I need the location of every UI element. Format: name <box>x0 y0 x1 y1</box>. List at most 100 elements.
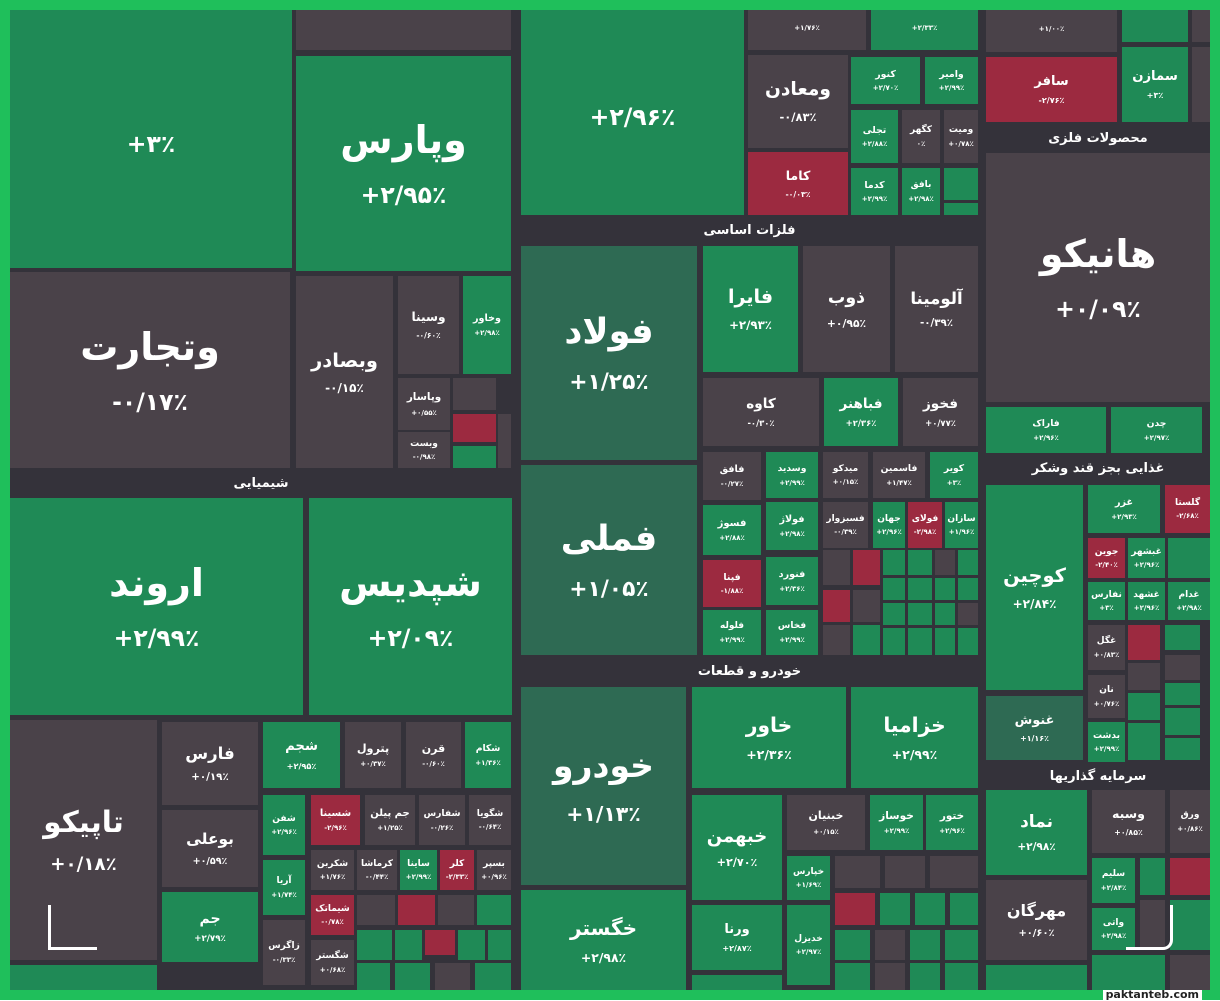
stock-change: +۲/۹۹٪ <box>883 827 910 836</box>
stock-change: +۲/۹۸٪ <box>779 529 805 538</box>
stock-tile <box>853 625 880 655</box>
stock-name: فولای <box>911 513 939 524</box>
stock-name: فافق <box>719 464 745 476</box>
stock-tile <box>458 930 485 960</box>
stock-change: +۰/۷۷٪ <box>925 418 956 429</box>
stock-name: خبنیان <box>808 809 844 823</box>
stock-name: فاراک <box>1032 418 1060 430</box>
stock-tile <box>1165 625 1200 650</box>
stock-name: وبصادر <box>311 348 378 372</box>
stock-tile <box>1128 625 1160 660</box>
stock-tile <box>488 930 511 960</box>
stock-change: +۲/۹۷٪ <box>1143 433 1170 442</box>
stock-tile: وتجارت -۰/۱۷٪ <box>10 272 290 468</box>
stock-change: +۲/۷۰٪ <box>716 856 758 869</box>
stock-tile: فولاد +۱/۲۵٪ <box>521 246 697 460</box>
stock-name: غزر <box>1114 497 1134 509</box>
stock-tile: فملی +۱/۰۵٪ <box>521 465 697 655</box>
stock-tile: اروند +۲/۹۹٪ <box>10 498 303 715</box>
stock-name: خوساز <box>879 809 914 822</box>
stock-tile: کوچین +۲/۸۴٪ <box>986 485 1083 690</box>
stock-name: زاگرس <box>268 941 300 952</box>
stock-tile: فلوله +۲/۹۹٪ <box>703 610 761 655</box>
stock-tile <box>398 895 435 925</box>
stock-change: +۳٪ <box>1099 604 1114 613</box>
stock-tile <box>853 590 880 622</box>
stock-tile: ذوب +۰/۹۵٪ <box>803 246 890 372</box>
stock-name: شکام <box>475 743 501 755</box>
stock-tile <box>883 578 905 600</box>
stock-name: شگویا <box>476 808 504 819</box>
stock-change: +۱/۳۶٪ <box>475 758 501 767</box>
stock-name: فخاس <box>777 621 807 632</box>
stock-tile <box>908 578 932 600</box>
stock-tile: وخاور +۲/۹۸٪ <box>463 276 511 374</box>
stock-tile: فاسمین +۱/۴۷٪ <box>873 452 925 498</box>
stock-tile <box>1165 683 1200 705</box>
stock-change: -۰/۶۰٪ <box>422 760 445 769</box>
stock-change: +۰/۸۶٪ <box>1177 824 1203 833</box>
stock-name: جم پیلن <box>370 808 410 819</box>
stock-change: +۱/۷۶٪ <box>794 23 820 32</box>
stock-tile: ورق +۰/۸۶٪ <box>1170 790 1210 853</box>
stock-tile <box>945 930 978 960</box>
stock-name: چدن <box>1146 418 1167 430</box>
stock-tile: ومیت +۰/۷۸٪ <box>944 110 978 163</box>
stock-change: +۲/۷۰٪ <box>872 84 899 93</box>
stock-name: بسپر <box>483 858 505 869</box>
stock-tile: شگویا -۰/۶۴٪ <box>469 795 511 845</box>
stock-change: +۲/۹۸٪ <box>908 194 934 203</box>
stock-tile: زاگرس -۰/۳۳٪ <box>263 920 305 985</box>
stock-name: شکربن <box>316 858 349 869</box>
stock-tile <box>958 578 978 600</box>
stock-change: +۲/۹۶٪ <box>271 828 297 837</box>
stock-name: شجم <box>285 739 318 755</box>
stock-name: شیماتک <box>315 903 350 914</box>
stock-change: +۲/۸۴٪ <box>1100 883 1127 892</box>
stock-name: شسینا <box>319 808 352 820</box>
stock-name: فایرا <box>727 286 774 309</box>
stock-tile: کاما -۰/۰۳٪ <box>748 152 848 215</box>
stock-tile: وسدید +۲/۹۹٪ <box>766 452 818 498</box>
stock-tile <box>823 625 850 655</box>
stock-change: +۰/۶۰٪ <box>1018 928 1055 939</box>
stock-tile: شفن +۲/۹۶٪ <box>263 795 305 855</box>
stock-tile <box>453 414 496 442</box>
stock-name: آلومینا <box>910 289 963 309</box>
stock-change: +۲/۹۹٪ <box>405 873 432 882</box>
stock-name: شفارس <box>423 808 461 820</box>
stock-tile <box>1092 955 1165 990</box>
sector-header: شیمیایی <box>233 476 289 491</box>
stock-name: گلستا <box>1174 497 1201 508</box>
stock-change: +۲/۹۹٪ <box>779 478 805 487</box>
stock-tile: شکام +۱/۳۶٪ <box>465 722 511 788</box>
stock-tile: وسبه +۰/۸۵٪ <box>1092 790 1165 853</box>
stock-tile: غزر +۲/۹۳٪ <box>1088 485 1160 533</box>
sector-header: خودرو و قطعات <box>697 664 802 679</box>
stock-tile: غشهد +۲/۹۶٪ <box>1128 582 1165 620</box>
stock-tile: خدیزل +۲/۹۷٪ <box>787 905 830 985</box>
stock-name: خگستر <box>570 915 638 940</box>
stock-tile: میدکو +۰/۱۵٪ <box>823 452 868 498</box>
stock-tile: شگستر +۰/۶۸٪ <box>311 940 354 985</box>
stock-tile <box>915 893 945 925</box>
stock-change: +۲/۸۷٪ <box>722 943 752 953</box>
stock-tile: فولاژ +۲/۹۸٪ <box>766 502 818 550</box>
stock-tile: واتی +۲/۹۸٪ <box>1092 908 1135 950</box>
stock-tile <box>1170 858 1210 895</box>
stock-tile: شسینا -۲/۹۶٪ <box>311 795 360 845</box>
stock-tile: سلیم +۲/۸۴٪ <box>1092 858 1135 903</box>
stock-change: ۰٪ <box>916 139 926 148</box>
stock-change: +۲/۹۵٪ <box>360 181 447 209</box>
stock-tile <box>1165 708 1200 735</box>
stock-change: -۰/۳۹٪ <box>919 316 954 329</box>
stock-tile <box>908 628 932 655</box>
stock-change: +۲/۹۷٪ <box>795 948 822 957</box>
sector-header: سرمایه گذاریها <box>1049 768 1147 784</box>
stock-change: +۲/۹۶٪ <box>876 528 902 537</box>
stock-name: فنورد <box>778 569 806 581</box>
stock-tile <box>883 603 905 625</box>
stock-name: کاوه <box>746 395 776 412</box>
stock-change: +۰/۵۵٪ <box>411 408 437 417</box>
